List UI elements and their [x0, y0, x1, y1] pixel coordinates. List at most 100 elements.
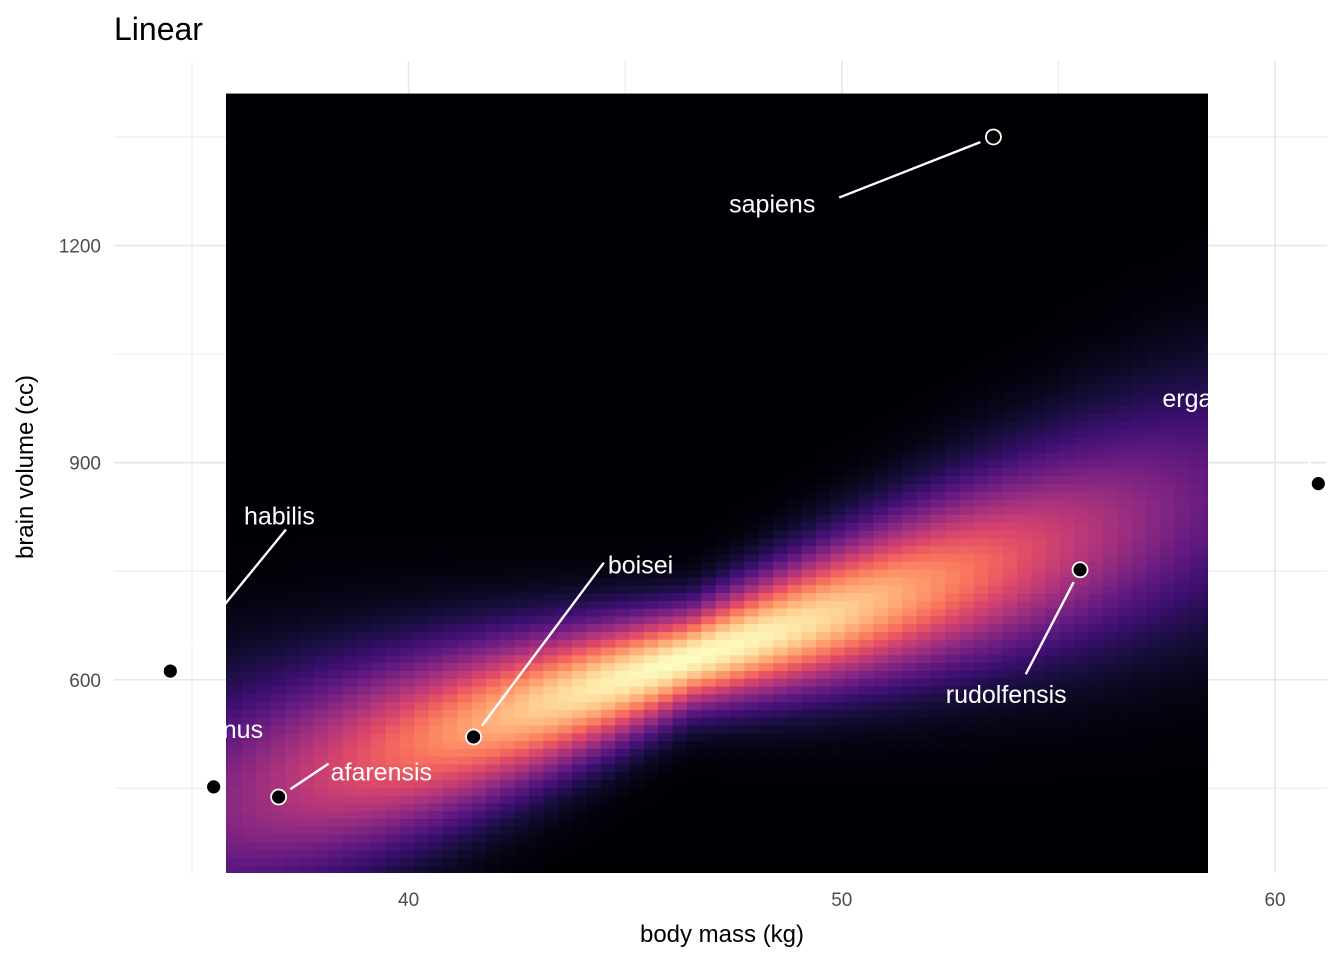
heatmap-tile [715, 530, 731, 539]
heatmap-tile [227, 210, 243, 219]
heatmap-tile [629, 296, 645, 305]
heatmap-tile [844, 569, 860, 578]
heatmap-tile [729, 187, 745, 196]
heatmap-tile [486, 444, 501, 453]
heatmap-tile [701, 615, 717, 625]
heatmap-tile [701, 428, 717, 438]
heatmap-tile [399, 148, 415, 157]
heatmap-tile [859, 218, 875, 227]
heatmap-tile [557, 678, 573, 687]
heatmap-tile [758, 545, 774, 555]
heatmap-tile [227, 171, 243, 180]
heatmap-tile [701, 413, 717, 422]
heatmap-tile [199, 842, 214, 850]
heatmap-tile [758, 374, 774, 383]
heatmap-tile [514, 342, 530, 352]
heatmap-tile [773, 607, 788, 617]
heatmap-tile [313, 732, 329, 742]
heatmap-tile [500, 693, 516, 703]
heatmap-tile [615, 132, 631, 141]
heatmap-tile [385, 685, 401, 695]
heatmap-tile [385, 311, 401, 321]
heatmap-tile [801, 475, 817, 484]
heatmap-tile [658, 576, 674, 586]
heatmap-tile [270, 537, 286, 547]
heatmap-tile [227, 530, 243, 539]
heatmap-tile [529, 607, 545, 617]
heatmap-tile [399, 459, 415, 469]
heatmap-tile [744, 280, 760, 290]
heatmap-tile [773, 646, 788, 656]
heatmap-tile [557, 202, 573, 212]
heatmap-tile [342, 826, 358, 835]
heatmap-tile [672, 257, 688, 266]
heatmap-tile [686, 304, 702, 313]
heatmap-tile [643, 420, 659, 430]
heatmap-tile [226, 405, 229, 414]
heatmap-tile [787, 685, 803, 695]
heatmap-tile [486, 498, 501, 508]
heatmap-tile [615, 366, 631, 375]
heatmap-tile [873, 685, 889, 695]
heatmap-tile [199, 522, 214, 530]
heatmap-tile [342, 779, 358, 788]
heatmap-tile [615, 381, 631, 391]
heatmap-tile [715, 272, 731, 282]
heatmap-tile [844, 600, 860, 609]
heatmap-tile [457, 576, 473, 586]
heatmap-tile [557, 826, 573, 835]
heatmap-tile [471, 335, 487, 344]
heatmap-tile [500, 233, 516, 243]
heatmap-tile [629, 358, 645, 367]
heatmap-tile [859, 763, 875, 773]
heatmap-tile [500, 319, 516, 328]
heatmap-tile [514, 600, 530, 609]
heatmap-tile [643, 335, 659, 344]
heatmap-tile [371, 685, 387, 695]
heatmap-tile [873, 311, 889, 321]
heatmap-tile [500, 654, 516, 664]
heatmap-tile [399, 662, 415, 671]
heatmap-tile [256, 436, 272, 445]
heatmap-tile [844, 748, 860, 757]
heatmap-tile [442, 607, 458, 617]
heatmap-tile [242, 693, 258, 703]
heatmap-tile [457, 678, 473, 687]
heatmap-tile [342, 467, 358, 477]
heatmap-tile [729, 179, 745, 188]
heatmap-tile [557, 342, 573, 352]
heatmap-tile [514, 233, 530, 243]
heatmap-tile [500, 662, 516, 671]
heatmap-tile [199, 164, 214, 172]
heatmap-tile [299, 771, 315, 781]
heatmap-tile [256, 124, 272, 134]
heatmap-tile [227, 802, 243, 812]
heatmap-tile [773, 717, 788, 726]
heatmap-tile [356, 241, 372, 251]
heatmap-tile [586, 818, 602, 827]
heatmap-tile [787, 452, 803, 461]
heatmap-tile [414, 171, 430, 180]
heatmap-tile [313, 288, 329, 297]
heatmap-tile [715, 109, 731, 118]
heatmap-tile [715, 335, 731, 344]
heatmap-tile [242, 319, 258, 328]
heatmap-tile [758, 607, 774, 617]
heatmap-tile [557, 639, 573, 648]
heatmap-tile [399, 553, 415, 562]
heatmap-tile [371, 506, 387, 516]
heatmap-tile [686, 226, 702, 235]
heatmap-tile [773, 662, 788, 671]
heatmap-tile [643, 646, 659, 656]
heatmap-tile [299, 358, 315, 367]
heatmap-tile [658, 530, 674, 539]
heatmap-tile [658, 311, 674, 321]
heatmap-tile [529, 662, 545, 671]
heatmap-tile [500, 296, 516, 305]
heatmap-tile [844, 381, 860, 391]
heatmap-tile [428, 771, 444, 781]
heatmap-tile [256, 670, 272, 679]
heatmap-tile [529, 569, 545, 578]
heatmap-tile [600, 561, 616, 570]
heatmap-tile [414, 631, 430, 640]
